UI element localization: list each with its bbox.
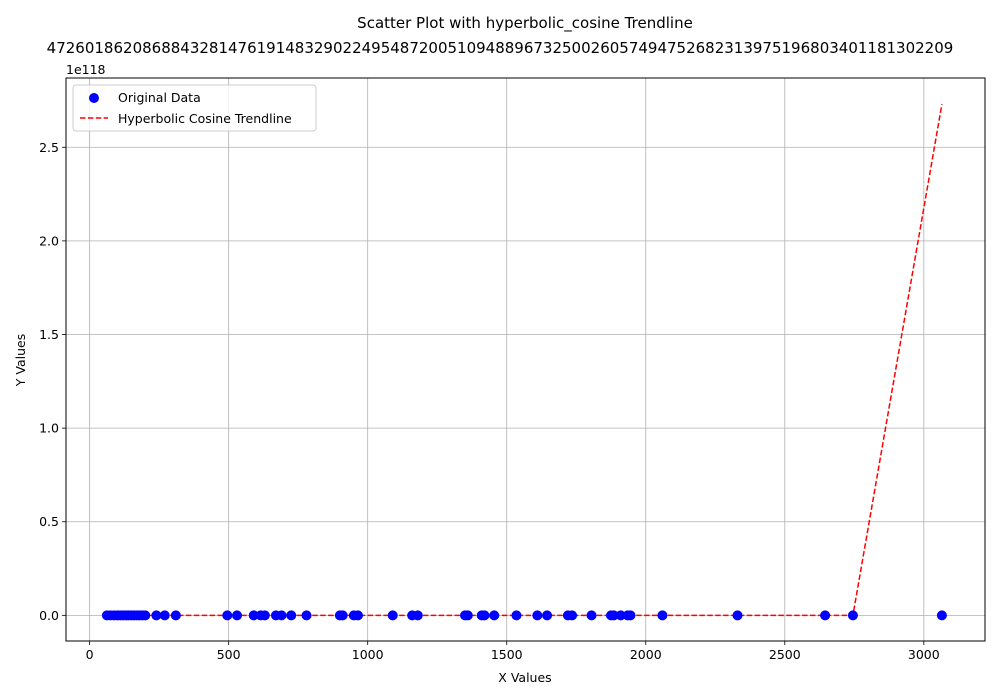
scatter-point [222,610,233,621]
scatter-point [511,610,522,621]
x-tick-label: 2500 [769,647,801,662]
y-axis-ticks: 0.0 0.5 1.0 1.5 2.0 2.5 [39,140,66,623]
scatter-point [479,610,490,621]
chart-title: Scatter Plot with hyperbolic_cosine Tren… [357,14,693,33]
scatter-point [170,610,181,621]
trendline-series-line [106,104,943,617]
y-tick-label: 0.5 [39,514,59,529]
y-tick-label: 2.5 [39,140,59,155]
scatter-point [248,610,259,621]
x-tick-label: 0 [86,647,94,662]
scatter-point [936,610,947,621]
scatter-point [657,610,668,621]
scatter-point [151,610,162,621]
scatter-point [847,610,858,621]
x-tick-label: 3000 [908,647,940,662]
scatter-point [732,610,743,621]
scatter-point [232,610,243,621]
x-axis-ticks: 0 500 1000 1500 2000 2500 3000 [86,641,940,662]
scatter-point [276,610,287,621]
y-tick-label: 1.0 [39,421,59,436]
scatter-point [567,610,578,621]
trendline-layer [106,104,943,617]
x-axis-label: X Values [498,670,551,685]
scatter-point [159,610,170,621]
legend-label-trendline: Hyperbolic Cosine Trendline [118,111,292,126]
scatter-point [140,610,151,621]
legend-marker-original-data [89,93,99,103]
y-tick-label: 2.0 [39,233,59,248]
scatter-point [542,610,553,621]
plot-frame [65,77,986,642]
y-axis-label: Y Values [13,334,28,387]
scatter-point [462,610,473,621]
y-tick-label: 0.0 [39,608,59,623]
scatter-point [286,610,297,621]
scatter-point [820,610,831,621]
scatter-point [412,610,423,621]
scatter-point [352,610,363,621]
scatter-point [489,610,500,621]
scatter-point [615,610,626,621]
legend: Original Data Hyperbolic Cosine Trendlin… [72,84,317,132]
scatter-point [586,610,597,621]
y-offset-label: 1e118 [66,62,106,77]
x-tick-label: 1500 [491,647,523,662]
overflow-label: 4726018620868843281476191483290224954872… [47,39,954,57]
legend-box [72,84,317,132]
data-points [101,610,947,621]
legend-label-original-data: Original Data [118,90,201,105]
grid-lines [66,78,985,641]
scatter-point [337,610,348,621]
x-tick-label: 2000 [630,647,662,662]
x-tick-label: 1000 [352,647,384,662]
scatter-point [625,610,636,621]
scatter-point [301,610,312,621]
y-tick-label: 1.5 [39,327,59,342]
scatter-point [259,610,270,621]
scatter-point [387,610,398,621]
scatter-point [608,610,619,621]
scatter-point [532,610,543,621]
x-tick-label: 500 [217,647,241,662]
